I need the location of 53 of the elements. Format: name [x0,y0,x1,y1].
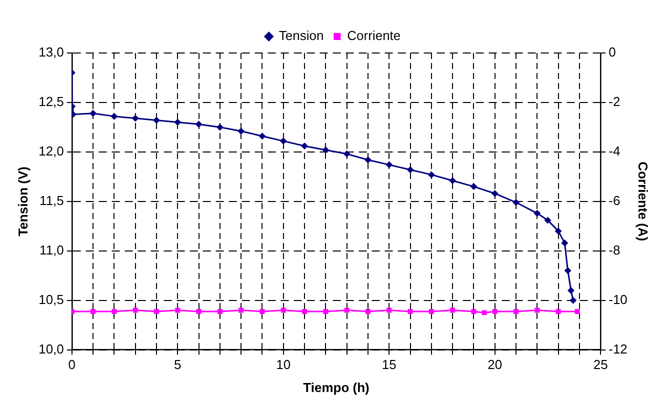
y-tick-label: 13,0 [38,44,64,60]
point [195,120,202,128]
point [343,150,350,158]
y2-tick-label: 0 [608,44,616,60]
y2-tick-label: -4 [608,144,620,159]
y2-tick-label: -10 [608,292,628,307]
x-tick-label: 25 [593,357,608,372]
x-tick-label: 10 [276,357,291,372]
point [534,210,541,217]
y2-tick-label: -6 [608,192,620,208]
point [554,228,562,235]
point [110,112,118,120]
point [406,166,414,174]
point [428,171,435,178]
x-axis-title: Tiempo (h) [303,380,370,395]
point [280,138,287,145]
point [322,146,330,154]
point [174,118,182,126]
point [561,239,568,246]
point [564,267,572,274]
y-tick-label: 11,5 [40,192,64,208]
y-axis-title: Tension (V) [15,166,30,236]
point [491,190,498,197]
y-tick-label: 12,0 [38,144,64,159]
x-tick-label: 5 [174,357,182,372]
legend-label: Tension [278,28,324,44]
y2-tick-label: -2 [608,94,620,110]
point [512,198,520,206]
point [364,156,372,164]
y-tick-label: 12,5 [38,94,64,110]
y-tick-label: 10,5 [38,292,64,307]
x-tick-label: 15 [382,357,396,372]
point [570,296,577,304]
point [386,161,393,168]
point [132,114,139,122]
legend-label: Corriente [347,28,401,44]
point [449,177,456,184]
x-tick-label: 20 [488,357,502,372]
point [301,142,308,150]
point [258,132,266,140]
y2-tick-label: -12 [608,341,628,356]
point [544,216,552,224]
point [568,286,575,294]
y2-axis-title: Corriente (A) [636,162,651,242]
y-tick-label: 11,0 [40,242,64,258]
y2-tick-label: -8 [608,242,620,258]
point [238,128,245,135]
point [90,110,97,117]
y-tick-label: 10,0 [38,341,64,356]
point [470,183,478,190]
point [152,116,160,124]
point [216,124,224,131]
x-tick-label: 0 [68,357,76,372]
